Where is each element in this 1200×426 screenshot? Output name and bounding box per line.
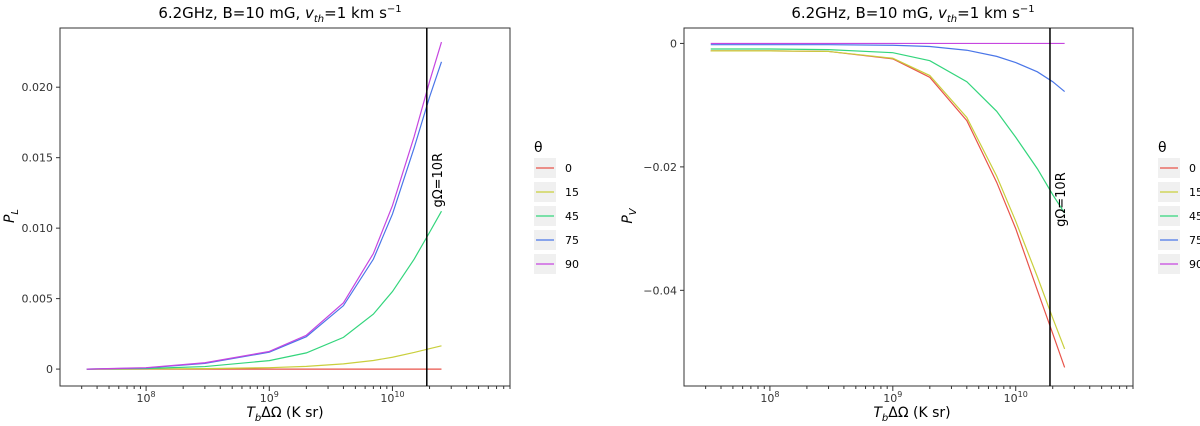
y-tick-label: 0.010: [22, 222, 54, 235]
chart-left-y-label: PL: [2, 209, 21, 223]
x-tick-label: 108: [760, 390, 779, 405]
chart-right-y-label: PV: [620, 207, 639, 223]
y-tick-label: −0.04: [643, 284, 677, 297]
chart-left-frame: [59, 27, 511, 387]
chart-right-vline: gΩ=10R: [1049, 28, 1069, 386]
y-tick-label: 0.015: [22, 152, 54, 165]
chart-right-x-axis: 108 109 1010: [705, 386, 1134, 405]
legend-label: 0: [1189, 162, 1196, 175]
chart-right-y-axis: 0 −0.02 −0.04: [643, 37, 684, 297]
legend-label: 90: [1189, 258, 1200, 271]
chart-left-title: 6.2GHz, B=10 mG, vth=1 km s−1: [158, 4, 401, 25]
legend-label: 0: [565, 162, 572, 175]
chart-left-legend: θ 0 15 45 75 90: [534, 140, 579, 274]
chart-right-title: 6.2GHz, B=10 mG, vth=1 km s−1: [791, 4, 1034, 25]
y-tick-label: 0.005: [22, 293, 54, 306]
y-tick-label: 0: [670, 37, 677, 50]
series-line-theta-45: [86, 210, 443, 370]
series-line-theta-90: [86, 41, 443, 370]
legend-label: 45: [1189, 210, 1200, 223]
chart-left-legend-title: θ: [534, 140, 543, 156]
x-tick-label: 109: [883, 390, 902, 405]
legend-label: 75: [565, 234, 579, 247]
series-line-theta-15: [86, 345, 442, 370]
reference-vline-label: gΩ=10R: [431, 153, 446, 208]
chart-right-x-label: TbΔΩ (K sr): [873, 405, 950, 424]
legend-label: 75: [1189, 234, 1200, 247]
series-line-theta-15: [710, 50, 1066, 350]
y-tick-label: 0.020: [22, 81, 54, 94]
chart-left-y-axis: 0 0.005 0.010 0.015 0.020: [22, 81, 60, 376]
legend-label: 15: [565, 186, 579, 199]
reference-vline-label: gΩ=10R: [1054, 172, 1069, 227]
series-line-theta-45: [710, 48, 1066, 214]
legend-label: 15: [1189, 186, 1200, 199]
legend-label: 90: [565, 258, 579, 271]
chart-left-vline: gΩ=10R: [426, 28, 446, 386]
x-tick-label: 1010: [380, 390, 404, 405]
y-tick-label: 0: [46, 363, 53, 376]
series-line-theta-75: [710, 44, 1066, 93]
legend-label: 45: [565, 210, 579, 223]
series-line-theta-0: [710, 50, 1066, 368]
chart-left-x-axis: 108 109 1010: [81, 386, 511, 405]
x-tick-label: 108: [137, 390, 156, 405]
x-tick-label: 1010: [1004, 390, 1028, 405]
chart-left: 6.2GHz, B=10 mG, vth=1 km s−1 0 0.005 0.01…: [2, 4, 579, 424]
chart-left-series: [86, 41, 443, 370]
chart-right-legend-title: θ: [1158, 140, 1167, 156]
chart-right-frame: [683, 27, 1134, 387]
chart-left-x-label: TbΔΩ (K sr): [246, 405, 323, 424]
chart-right: 6.2GHz, B=10 mG, vth=1 km s−1 0 −0.02 −0.0…: [620, 4, 1200, 424]
y-tick-label: −0.02: [643, 161, 677, 174]
chart-right-series: [710, 42, 1066, 368]
x-tick-label: 109: [260, 390, 279, 405]
chart-right-legend: θ 0 15 45 75 90: [1158, 140, 1200, 274]
